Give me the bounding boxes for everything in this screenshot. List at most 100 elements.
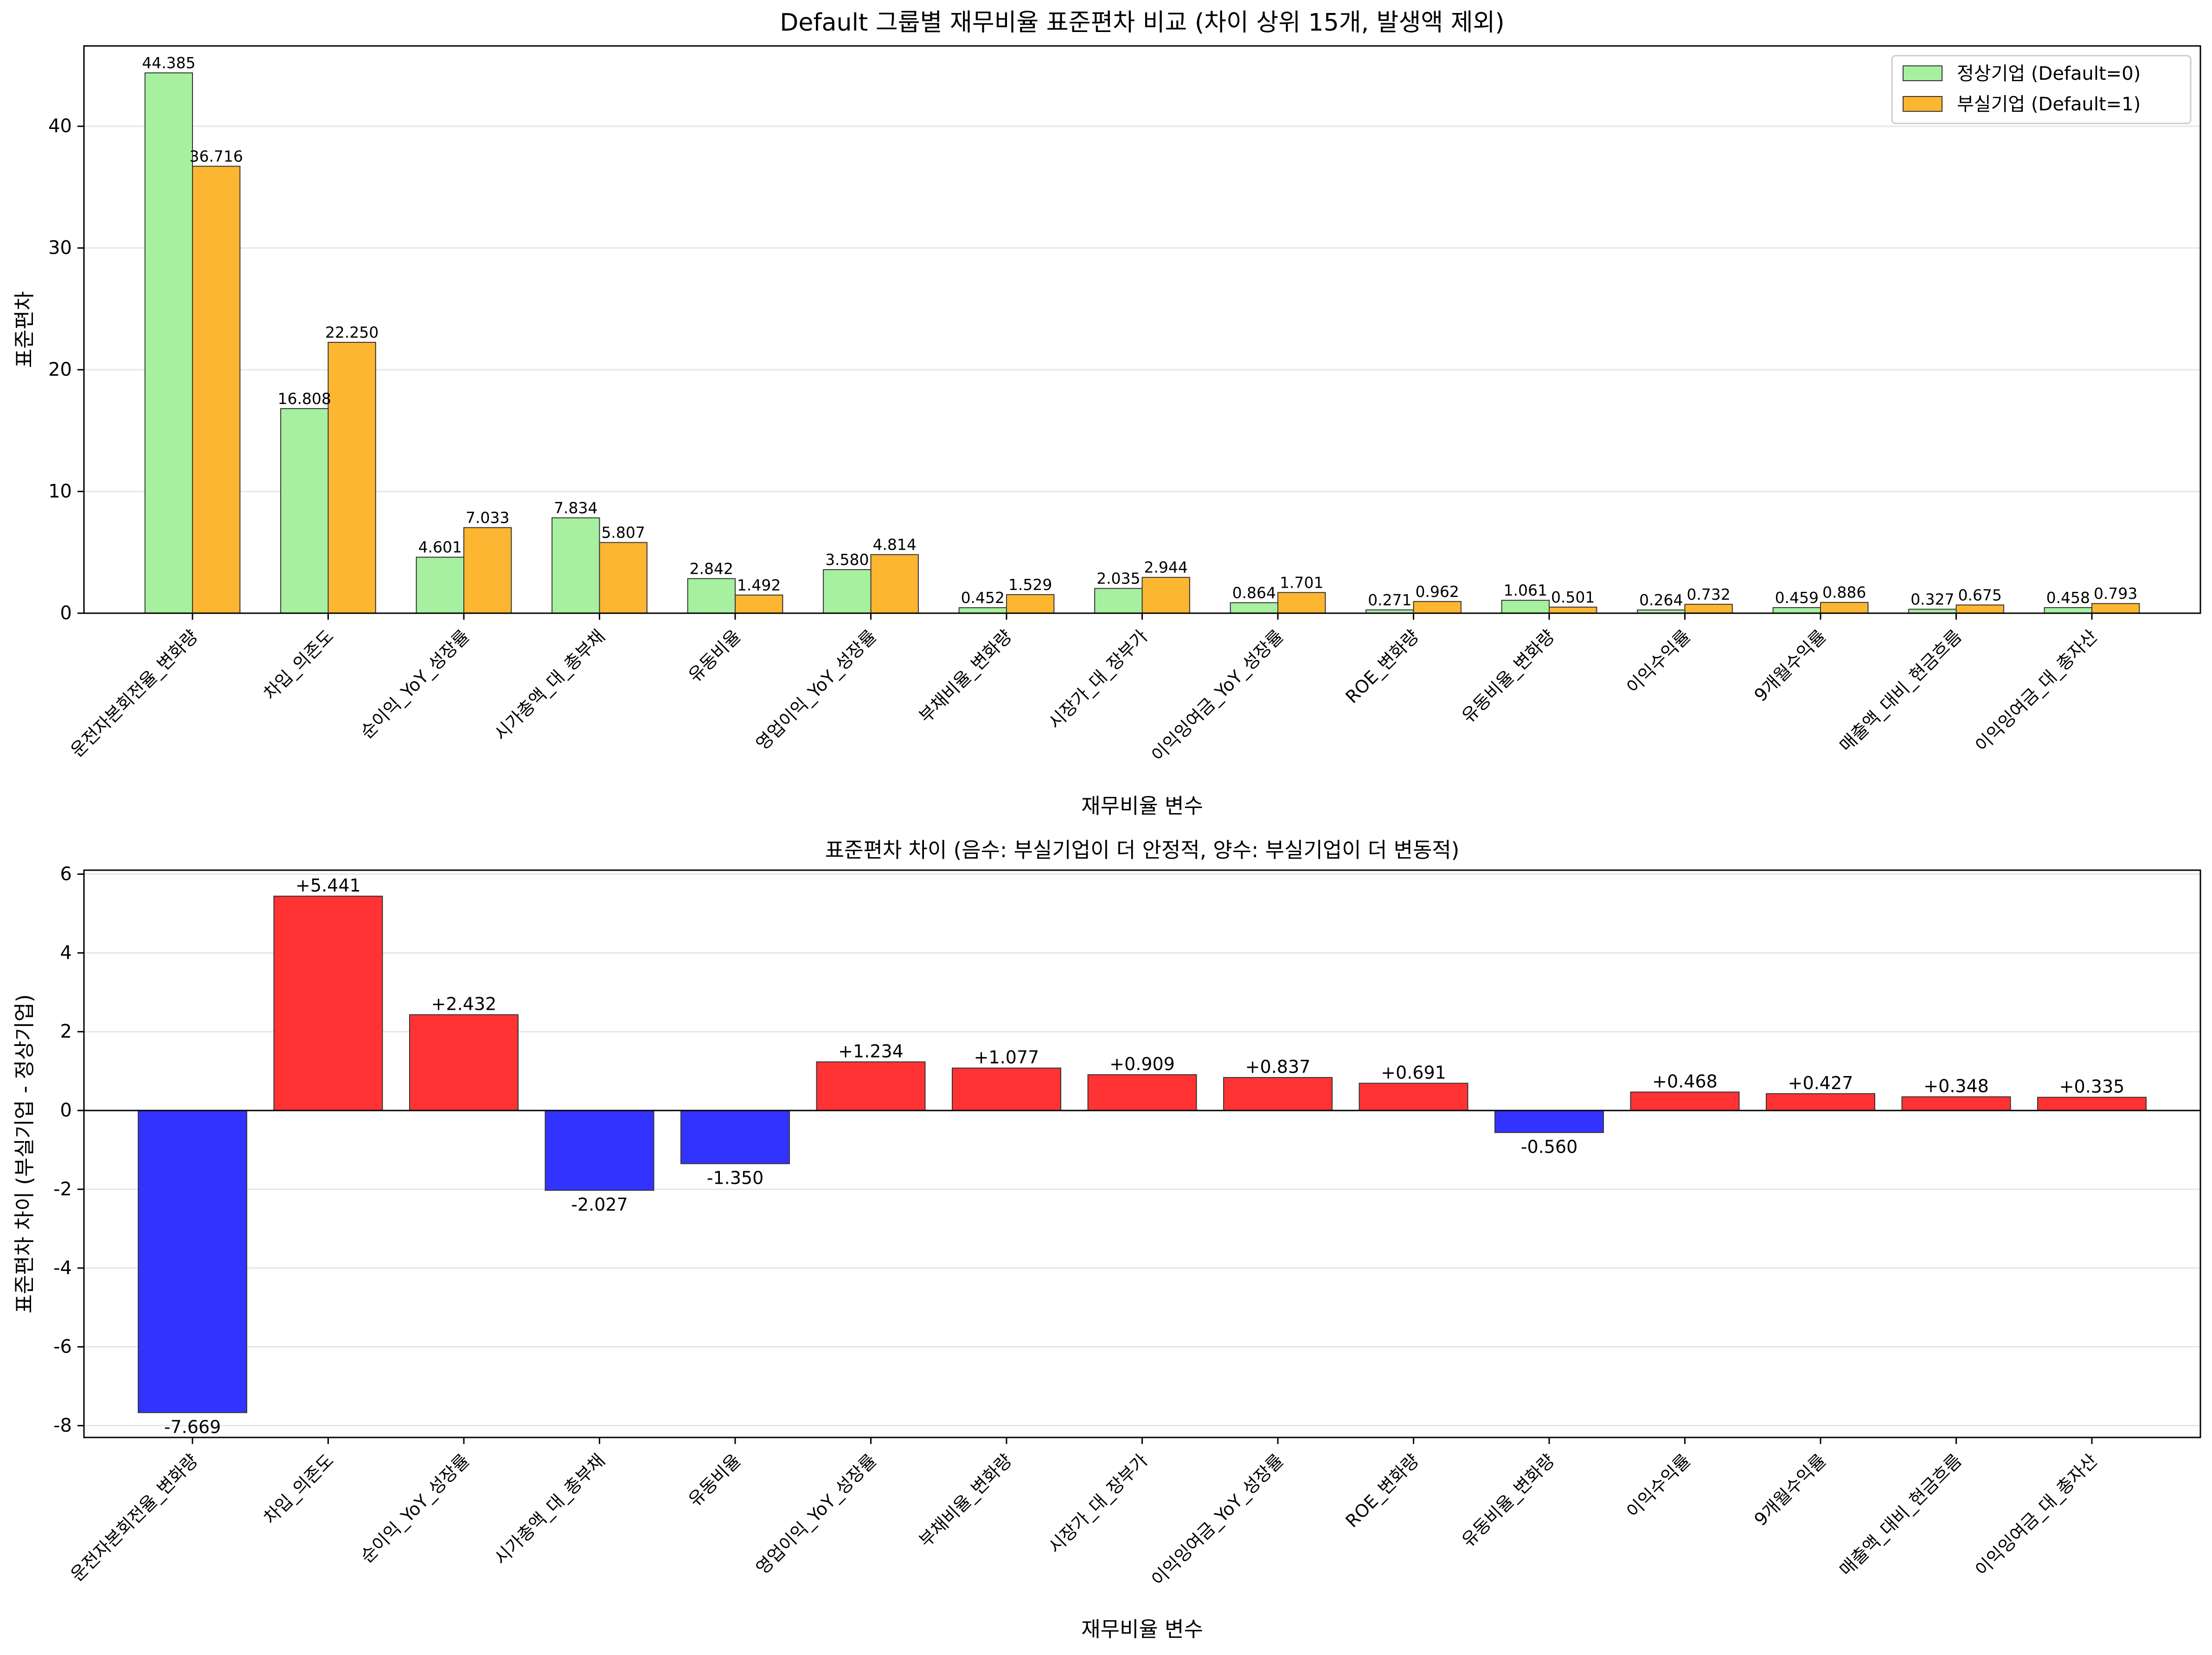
- chart1-y-tick-label: 40: [48, 115, 72, 137]
- chart2-data-label: +0.909: [1109, 1054, 1175, 1074]
- chart1-data-label: 4.814: [872, 536, 916, 554]
- chart1-bar: [327, 342, 376, 614]
- chart2-bar: [1223, 1077, 1333, 1111]
- chart2-data-label: +0.691: [1381, 1062, 1446, 1083]
- chart1-bar: [2091, 603, 2140, 614]
- chart1-bar: [1413, 601, 1462, 614]
- chart2-data-label: +0.335: [2059, 1077, 2125, 1097]
- chart1-y-axis-label: 표준편차: [12, 291, 37, 368]
- chart1-data-label: 0.459: [1775, 589, 1819, 607]
- chart1-bar: [144, 72, 193, 614]
- chart2-data-label: -7.669: [164, 1417, 221, 1437]
- chart1-data-label: 4.601: [418, 538, 462, 556]
- chart1-data-label: 16.808: [278, 390, 331, 408]
- chart1-bar: [551, 517, 600, 614]
- chart1-data-label: 2.842: [690, 559, 733, 577]
- chart2-bar: [1630, 1091, 1740, 1111]
- chart1-data-label: 0.271: [1368, 591, 1411, 609]
- chart1-legend-swatch: [1903, 96, 1943, 112]
- chart2-x-axis-label: 재무비율 변수: [1081, 1617, 1203, 1642]
- chart1-bar: [599, 542, 648, 614]
- chart1-data-label: 7.033: [466, 508, 509, 526]
- chart2-bar: [1087, 1074, 1197, 1111]
- chart1-bar: [687, 578, 736, 614]
- chart2-data-label: -1.350: [707, 1168, 764, 1188]
- chart1-bar: [1094, 588, 1143, 614]
- chart1-data-label: 0.452: [961, 589, 1005, 607]
- chart1-data-label: 0.962: [1415, 583, 1459, 601]
- chart1-bar: [1501, 600, 1550, 614]
- chart2-data-label: -0.560: [1521, 1137, 1578, 1157]
- chart1-data-label: 22.250: [325, 323, 378, 341]
- chart1-bar: [1772, 607, 1821, 614]
- chart1-data-label: 0.458: [2046, 589, 2090, 607]
- chart1-data-label: 1.701: [1280, 573, 1323, 591]
- chart1-y-tick-label: 10: [48, 481, 72, 502]
- chart2-bar: [1901, 1096, 2011, 1111]
- chart1-data-label: 7.834: [554, 499, 597, 517]
- chart2-bar: [2037, 1097, 2147, 1111]
- chart1-legend-label: 정상기업 (Default=0): [1957, 63, 2141, 84]
- chart2-data-label: -2.027: [571, 1194, 628, 1215]
- chart2-bar: [680, 1110, 790, 1164]
- chart1-bar: [192, 166, 241, 614]
- chart1-data-label: 2.944: [1144, 558, 1187, 577]
- chart2-y-tick-label: 4: [60, 942, 72, 963]
- chart2-data-label: +0.348: [1923, 1076, 1989, 1097]
- chart2-y-tick-label: -4: [53, 1257, 72, 1279]
- chart1-bar: [1956, 604, 2004, 614]
- chart1-bar: [870, 554, 919, 614]
- chart1-data-label: 0.732: [1686, 585, 1730, 603]
- chart2-data-label: +1.077: [974, 1047, 1039, 1068]
- chart2-bar: [409, 1014, 519, 1111]
- chart1-legend-box: [1891, 55, 2192, 124]
- chart2-bar: [816, 1061, 926, 1111]
- chart1-data-label: 2.035: [1096, 570, 1140, 588]
- chart1-data-label: 44.385: [142, 54, 195, 72]
- chart1-data-label: 0.264: [1639, 591, 1683, 609]
- chart1-data-label: 1.492: [737, 576, 781, 594]
- chart1-data-label: 36.716: [189, 147, 243, 165]
- chart1-data-label: 0.501: [1551, 588, 1595, 606]
- chart1-y-tick-label: 20: [48, 359, 72, 380]
- chart2-bar: [1359, 1083, 1468, 1111]
- chart2-bar: [1494, 1110, 1604, 1133]
- chart1-x-axis-label: 재무비율 변수: [1081, 794, 1203, 818]
- chart2-y-tick-label: -2: [53, 1179, 72, 1200]
- chart2-bar: [545, 1110, 654, 1191]
- chart1-data-label: 0.864: [1232, 584, 1276, 602]
- chart1-y-tick-label: 0: [60, 603, 72, 624]
- chart1-bar: [1684, 603, 1733, 614]
- chart2-title: 표준편차 차이 (음수: 부실기업이 더 안정적, 양수: 부실기업이 더 변동…: [825, 838, 1460, 862]
- chart1-bar: [1006, 594, 1055, 614]
- chart1-bar: [735, 594, 783, 614]
- chart2-y-tick-label: 6: [60, 863, 72, 885]
- chart2-data-label: +0.427: [1788, 1073, 1853, 1093]
- chart2-data-label: +0.468: [1652, 1071, 1718, 1091]
- chart1-bar: [823, 569, 872, 614]
- chart2-y-tick-label: 0: [60, 1100, 72, 1121]
- chart1-data-label: 3.580: [825, 551, 869, 569]
- chart1-bar: [1141, 577, 1190, 614]
- chart1-bar: [1277, 592, 1326, 614]
- chart1-y-tick-label: 30: [48, 237, 72, 259]
- chart2-y-tick-label: -6: [53, 1336, 72, 1358]
- chart1-bar: [1230, 602, 1278, 614]
- chart1-bar: [1549, 606, 1597, 614]
- chart2-y-tick-label: 2: [60, 1021, 72, 1042]
- chart2-y-tick-label: -8: [53, 1415, 72, 1437]
- chart1-legend-swatch: [1903, 65, 1943, 81]
- chart1-data-label: 0.675: [1958, 586, 2001, 604]
- chart1-data-label: 1.529: [1008, 576, 1052, 594]
- chart1-bar: [958, 607, 1007, 614]
- chart1-data-label: 0.793: [2094, 584, 2137, 603]
- chart2-bar: [273, 895, 383, 1111]
- chart2-bar: [1766, 1093, 1875, 1111]
- chart1-bar: [416, 557, 464, 614]
- chart1-data-label: 5.807: [601, 524, 645, 542]
- chart2-data-label: +5.441: [295, 875, 361, 896]
- chart2-bar: [138, 1110, 247, 1413]
- chart2-bar: [952, 1067, 1061, 1111]
- chart1-legend-label: 부실기업 (Default=1): [1957, 94, 2141, 115]
